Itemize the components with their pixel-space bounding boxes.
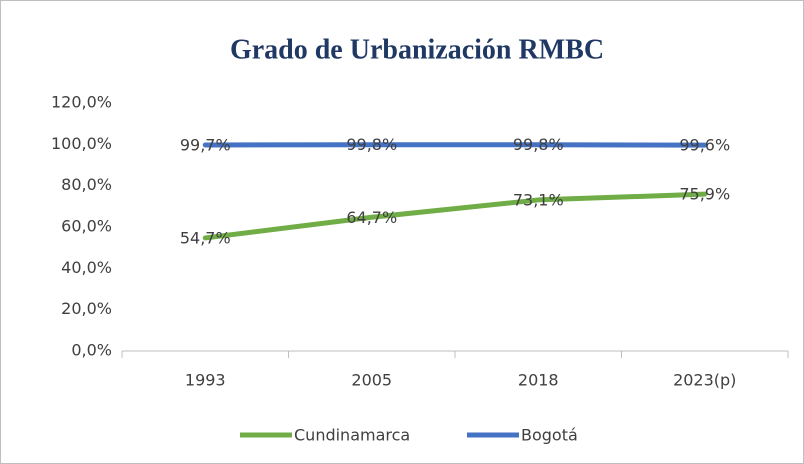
data-label: 99,8% — [346, 135, 397, 154]
series-line — [202, 191, 708, 241]
x-tick-label: 2023(p) — [673, 371, 736, 390]
y-tick-label: 60,0% — [61, 217, 112, 236]
data-label: 54,7% — [180, 228, 231, 247]
x-tick-label: 1993 — [185, 371, 226, 390]
y-tick-label: 100,0% — [51, 134, 112, 153]
data-label: 99,8% — [513, 135, 564, 154]
x-tick-label: 2018 — [518, 371, 559, 390]
y-tick-label: 80,0% — [61, 175, 112, 194]
y-tick-label: 40,0% — [61, 258, 112, 277]
data-label: 64,7% — [346, 208, 397, 227]
data-label: 75,9% — [679, 185, 730, 204]
data-label: 99,7% — [180, 135, 231, 154]
data-label: 73,1% — [513, 190, 564, 209]
y-tick-label: 120,0% — [51, 93, 112, 112]
y-tick-label: 0,0% — [71, 341, 112, 360]
x-tick-label: 2005 — [351, 371, 392, 390]
chart-title: Grado de Urbanización RMBC — [230, 34, 604, 65]
legend-label: Bogotá — [521, 426, 578, 445]
y-tick-label: 20,0% — [61, 299, 112, 318]
legend-label: Cundinamarca — [294, 426, 410, 445]
data-label: 99,6% — [679, 136, 730, 155]
